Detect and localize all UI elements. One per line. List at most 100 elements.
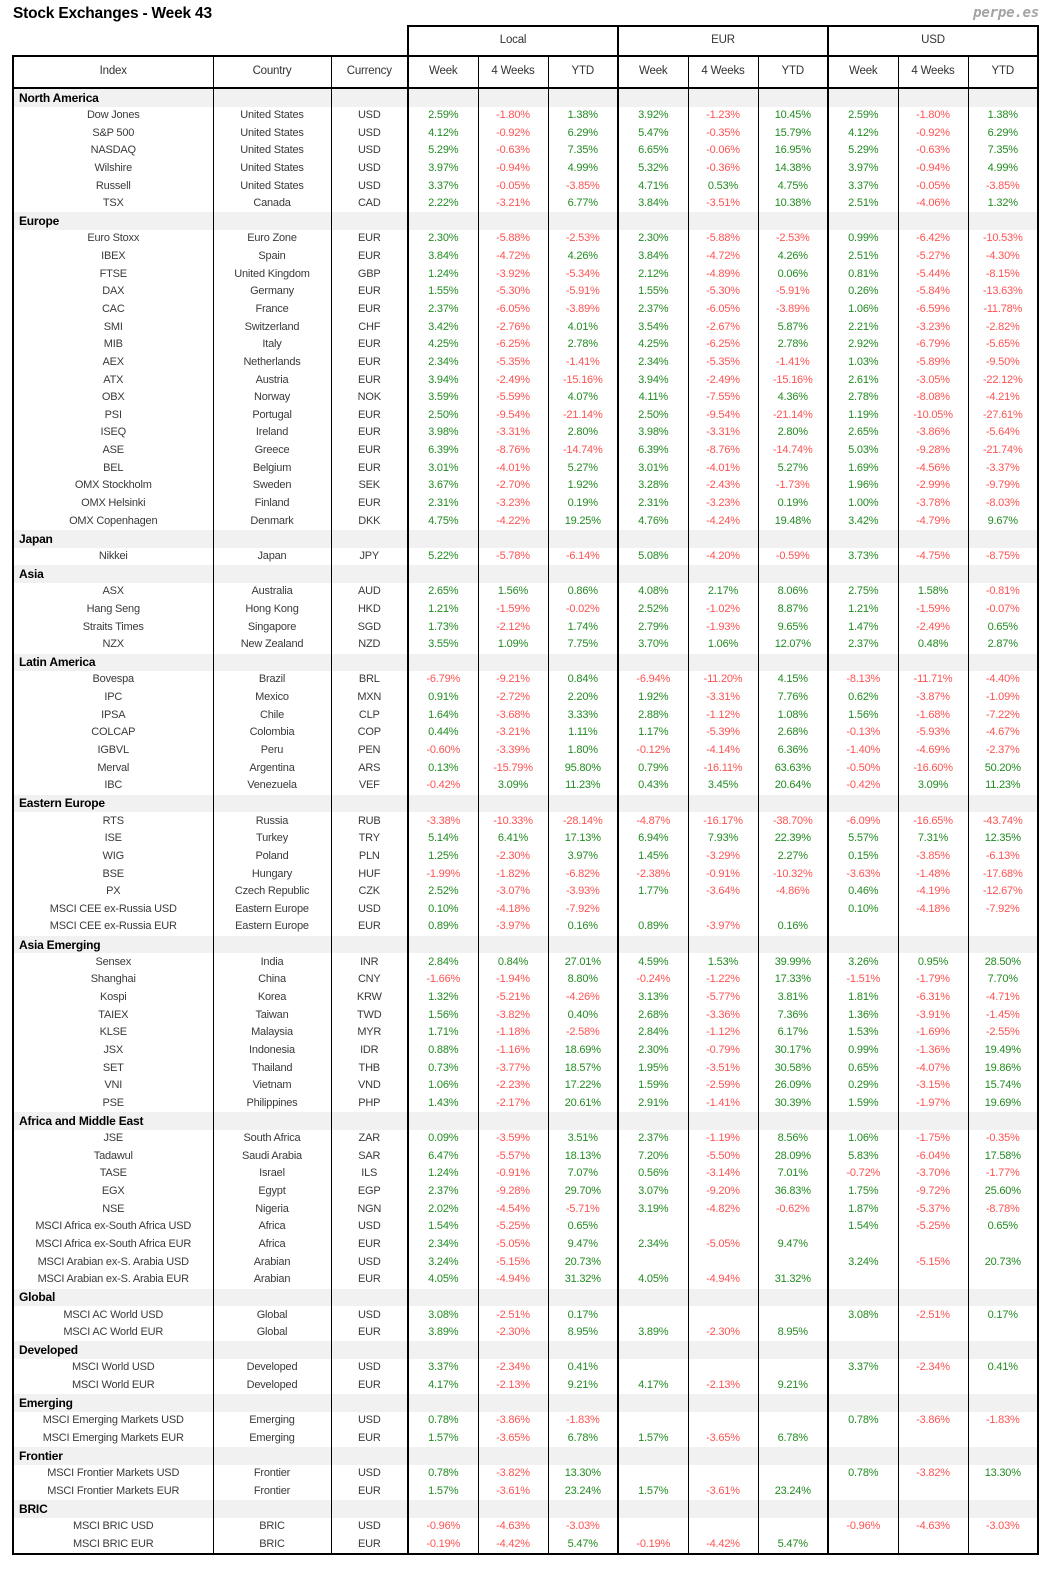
cell-value: 6.17% bbox=[757, 1023, 829, 1042]
cell-value: -3.39% bbox=[477, 741, 549, 760]
cell-value: 2.78% bbox=[757, 335, 829, 354]
cell-value: -4.18% bbox=[897, 900, 969, 919]
cell-value: -3.21% bbox=[477, 194, 549, 213]
cell-value: -3.86% bbox=[897, 424, 969, 442]
cell-value: -3.97% bbox=[477, 918, 549, 936]
cell-value: -1.66% bbox=[407, 971, 479, 989]
section-cell bbox=[212, 565, 332, 583]
cell-value: -1.22% bbox=[687, 971, 759, 989]
cell-country: Global bbox=[212, 1323, 332, 1342]
cell-index: BSE bbox=[12, 865, 214, 883]
cell-value: -6.14% bbox=[547, 547, 619, 566]
cell-value bbox=[687, 1359, 759, 1377]
cell-value: 1.73% bbox=[407, 618, 479, 636]
cell-value: -3.82% bbox=[897, 1464, 969, 1483]
cell-value: -3.85% bbox=[547, 177, 619, 195]
cell-value: -2.51% bbox=[897, 1306, 969, 1324]
table-row-px: PX Czech Republic CZK 2.52% -3.07% -3.93% 1.77… bbox=[12, 882, 1039, 901]
cell-value: 0.13% bbox=[407, 759, 479, 777]
cell-value: -3.23% bbox=[687, 494, 759, 513]
cell-value: -4.94% bbox=[477, 1270, 549, 1289]
section-cell bbox=[827, 1447, 899, 1465]
cell-value: -22.12% bbox=[967, 371, 1039, 389]
cell-value: -4.21% bbox=[967, 388, 1039, 407]
cell-value: -1.68% bbox=[897, 706, 969, 725]
cell-value: 2.51% bbox=[827, 247, 899, 266]
section-cell bbox=[757, 1447, 829, 1465]
page-title: Stock Exchanges - Week 43 bbox=[13, 5, 212, 22]
section-cell bbox=[547, 794, 619, 813]
cell-value: 7.75% bbox=[547, 635, 619, 654]
group-header-usd: USD bbox=[827, 25, 1039, 57]
cell-country: Colombia bbox=[212, 724, 332, 742]
cell-value: -2.13% bbox=[687, 1376, 759, 1395]
cell-value: 30.58% bbox=[757, 1059, 829, 1077]
cell-value: 30.39% bbox=[757, 1094, 829, 1113]
group-header-local: Local bbox=[407, 25, 619, 57]
section-cell bbox=[617, 935, 689, 954]
cell-value: 2.84% bbox=[407, 953, 479, 972]
cell-value: 19.69% bbox=[967, 1094, 1039, 1113]
cell-index: MSCI Arabian ex-S. Arabia USD bbox=[12, 1253, 214, 1271]
cell-value: -2.23% bbox=[477, 1076, 549, 1095]
cell-value: -1.80% bbox=[897, 106, 969, 125]
group-header-eur: EUR bbox=[617, 25, 829, 57]
cell-value: 3.42% bbox=[827, 512, 899, 531]
cell-value: -2.76% bbox=[477, 318, 549, 336]
section-cell bbox=[407, 530, 479, 548]
section-cell bbox=[212, 530, 332, 548]
cell-value: -6.04% bbox=[897, 1147, 969, 1166]
cell-value: 0.19% bbox=[547, 494, 619, 513]
table-row-ase: ASE Greece EUR 6.39% -8.76% -14.74% 6.39% -8.76… bbox=[12, 441, 1039, 460]
cell-index: PSI bbox=[12, 406, 214, 425]
cell-value: 1.56% bbox=[827, 706, 899, 725]
table-row-bovespa: Bovespa Brazil BRL -6.79% -9.21% 0.84% -6.94% -… bbox=[12, 671, 1039, 689]
cell-index: MSCI Africa ex-South Africa USD bbox=[12, 1218, 214, 1236]
cell-value: 0.40% bbox=[547, 1006, 619, 1024]
cell-value: 7.07% bbox=[547, 1165, 619, 1183]
cell-index: ATX bbox=[12, 371, 214, 389]
section-cell bbox=[617, 530, 689, 548]
cell-currency: PLN bbox=[330, 847, 409, 866]
cell-value: -4.89% bbox=[687, 265, 759, 284]
cell-country: Korea bbox=[212, 988, 332, 1007]
cell-value bbox=[967, 1535, 1039, 1556]
cell-value: 3.59% bbox=[407, 388, 479, 407]
section-cell bbox=[547, 1500, 619, 1518]
cell-value: -0.19% bbox=[617, 1535, 689, 1556]
cell-value: 0.88% bbox=[407, 1041, 479, 1060]
cell-value: -6.25% bbox=[687, 335, 759, 354]
cell-value: -3.31% bbox=[477, 424, 549, 442]
cell-value: -1.99% bbox=[407, 865, 479, 883]
cell-value bbox=[617, 1359, 689, 1377]
cell-currency: USD bbox=[330, 1218, 409, 1236]
table-row-rts: RTS Russia RUB -3.38% -10.33% -28.14% -4.87% -1… bbox=[12, 812, 1039, 830]
cell-value: -3.87% bbox=[897, 688, 969, 707]
cell-value: 5.27% bbox=[547, 459, 619, 478]
cell-value: 1.59% bbox=[617, 1076, 689, 1095]
section-cell bbox=[330, 88, 409, 107]
cell-value: 4.75% bbox=[407, 512, 479, 531]
cell-index: MSCI Frontier Markets EUR bbox=[12, 1482, 214, 1501]
cell-country: Saudi Arabia bbox=[212, 1147, 332, 1166]
cell-value bbox=[617, 1464, 689, 1483]
section-cell bbox=[967, 935, 1039, 954]
cell-value: 3.24% bbox=[407, 1253, 479, 1271]
cell-country: Hungary bbox=[212, 865, 332, 883]
cell-value: -1.75% bbox=[897, 1129, 969, 1148]
section-cell bbox=[477, 1288, 549, 1307]
table-row-russell: Russell United States USD 3.37% -0.05% -3.85%… bbox=[12, 177, 1039, 195]
cell-country: Frontier bbox=[212, 1482, 332, 1501]
cell-value: 0.99% bbox=[827, 1041, 899, 1060]
cell-value: 1.32% bbox=[407, 988, 479, 1007]
section-cell bbox=[477, 1394, 549, 1413]
section-cell bbox=[617, 794, 689, 813]
cell-value: -12.67% bbox=[967, 882, 1039, 901]
cell-value: -7.92% bbox=[967, 900, 1039, 919]
section-cell bbox=[330, 1288, 409, 1307]
table-row-msci-ac-world-usd: MSCI AC World USD Global USD 3.08% -2.51% 0.1… bbox=[12, 1306, 1039, 1324]
section-cell bbox=[330, 1500, 409, 1518]
cell-value: -9.54% bbox=[477, 406, 549, 425]
cell-index: KLSE bbox=[12, 1023, 214, 1042]
table-row-kospi: Kospi Korea KRW 1.32% -5.21% -4.26% 3.13% -5.77… bbox=[12, 988, 1039, 1007]
